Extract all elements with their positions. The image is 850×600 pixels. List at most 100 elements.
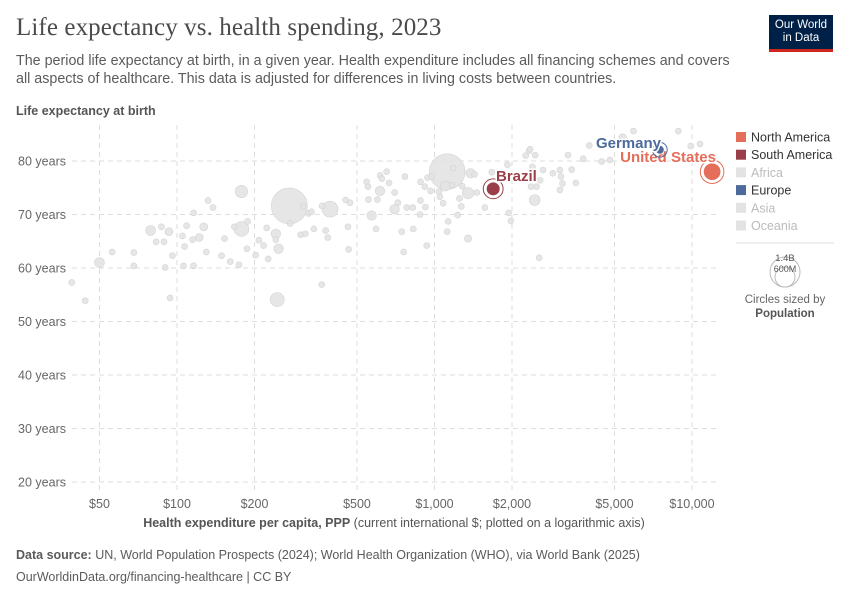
data-point[interactable] [260, 242, 267, 249]
data-point[interactable] [618, 133, 627, 142]
owid-logo[interactable]: Our World in Data [769, 15, 833, 52]
data-point[interactable] [457, 203, 465, 210]
data-point[interactable] [585, 142, 593, 149]
data-point[interactable] [272, 236, 280, 243]
data-point[interactable] [436, 193, 444, 201]
data-point[interactable] [422, 203, 429, 211]
data-point[interactable] [255, 236, 263, 244]
data-point[interactable] [630, 127, 637, 135]
data-point[interactable] [108, 248, 116, 256]
data-point[interactable] [409, 225, 417, 233]
germany-point[interactable] [655, 145, 665, 155]
data-point[interactable] [378, 175, 386, 182]
data-point[interactable] [539, 166, 547, 174]
data-point[interactable] [145, 225, 156, 236]
data-point[interactable] [443, 228, 451, 235]
data-point[interactable] [302, 230, 309, 238]
data-point[interactable] [231, 223, 238, 231]
data-point[interactable] [204, 197, 212, 204]
data-point[interactable] [389, 204, 400, 215]
data-point[interactable] [505, 209, 512, 217]
data-point[interactable] [209, 204, 217, 211]
data-point[interactable] [169, 252, 176, 259]
data-point[interactable] [152, 238, 160, 246]
data-point[interactable] [346, 199, 354, 207]
legend-item-europe[interactable]: Europe [736, 184, 791, 198]
data-point[interactable] [318, 281, 326, 288]
data-point[interactable] [218, 252, 225, 259]
data-point[interactable] [559, 180, 566, 187]
data-point[interactable] [456, 195, 463, 202]
data-point[interactable] [504, 161, 511, 169]
data-point[interactable] [400, 248, 407, 256]
data-point[interactable] [416, 211, 424, 218]
data-point[interactable] [606, 156, 614, 164]
data-point[interactable] [398, 228, 406, 235]
data-point[interactable] [535, 254, 543, 262]
data-point[interactable] [318, 202, 326, 210]
data-point[interactable] [687, 142, 695, 150]
data-point[interactable] [564, 151, 572, 159]
data-point[interactable] [394, 199, 402, 207]
data-point[interactable] [244, 218, 251, 225]
data-point[interactable] [194, 233, 204, 242]
data-point[interactable] [448, 181, 456, 189]
data-point[interactable] [286, 220, 294, 227]
data-point[interactable] [423, 242, 431, 249]
data-point[interactable] [264, 255, 272, 263]
data-point[interactable] [364, 183, 372, 190]
data-point[interactable] [374, 196, 381, 203]
data-point[interactable] [417, 178, 424, 186]
data-point[interactable] [473, 189, 481, 196]
data-point[interactable] [310, 225, 318, 233]
legend-item-oceania[interactable]: Oceania [736, 219, 798, 233]
data-point[interactable] [179, 232, 186, 240]
legend-item-africa[interactable]: Africa [736, 166, 783, 180]
data-point[interactable] [403, 204, 411, 211]
data-point[interactable] [235, 261, 243, 269]
data-point[interactable] [417, 197, 424, 204]
data-point[interactable] [180, 262, 187, 270]
data-point[interactable] [374, 185, 386, 197]
data-point[interactable] [421, 183, 429, 190]
data-point[interactable] [130, 249, 138, 256]
data-point[interactable] [462, 187, 475, 200]
data-point[interactable] [372, 225, 380, 233]
data-point[interactable] [449, 164, 457, 172]
data-point[interactable] [189, 236, 196, 243]
data-point[interactable] [199, 222, 209, 232]
data-point[interactable] [409, 204, 417, 211]
data-point[interactable] [130, 262, 138, 270]
legend-item-north-america[interactable]: North America [736, 131, 830, 145]
legend-item-asia[interactable]: Asia [736, 201, 775, 215]
data-point[interactable] [401, 173, 409, 180]
data-point[interactable] [522, 152, 529, 159]
data-point[interactable] [529, 163, 536, 171]
data-point[interactable] [226, 258, 234, 265]
data-point[interactable] [308, 208, 315, 216]
data-point[interactable] [366, 210, 377, 221]
data-point[interactable] [234, 184, 248, 199]
data-point[interactable] [531, 151, 539, 159]
data-point[interactable] [488, 168, 496, 176]
data-point[interactable] [427, 187, 434, 195]
data-point[interactable] [203, 248, 210, 256]
data-point[interactable] [549, 170, 557, 177]
data-point[interactable] [533, 183, 540, 190]
data-point[interactable] [345, 245, 352, 253]
data-point[interactable] [435, 188, 443, 195]
data-point[interactable] [365, 196, 372, 203]
data-point[interactable] [160, 238, 168, 246]
data-point[interactable] [321, 200, 339, 218]
data-point[interactable] [568, 166, 575, 173]
data-point[interactable] [190, 209, 197, 217]
data-point[interactable] [252, 251, 259, 259]
data-point[interactable] [94, 257, 105, 268]
data-point[interactable] [528, 194, 541, 206]
data-point[interactable] [439, 180, 451, 192]
data-point[interactable] [299, 203, 307, 210]
data-point[interactable] [243, 245, 251, 253]
data-point[interactable] [444, 218, 452, 225]
united-states-point[interactable] [702, 162, 722, 181]
data-point[interactable] [675, 127, 682, 135]
